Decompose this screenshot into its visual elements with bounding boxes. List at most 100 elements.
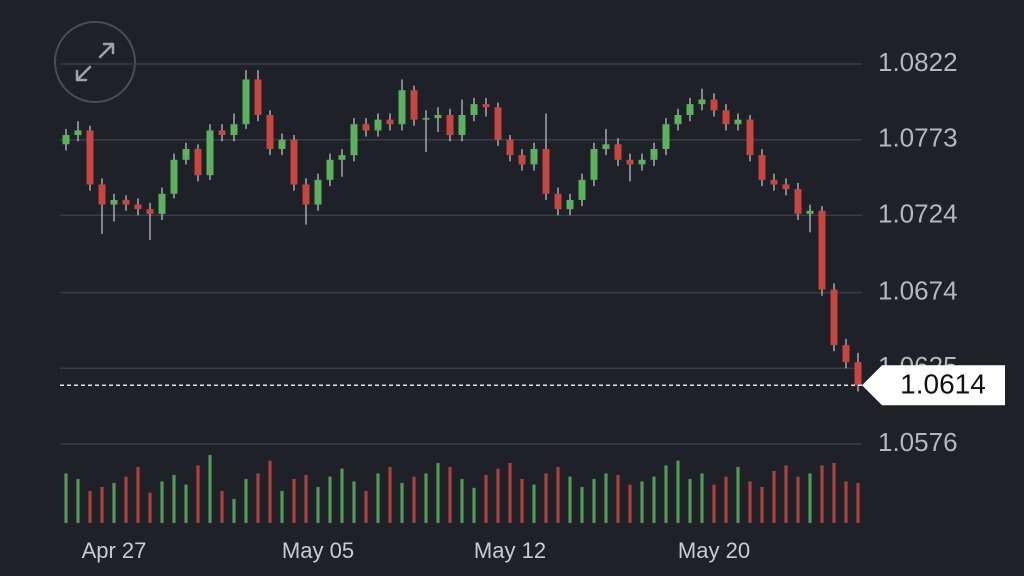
volume-bar [268,460,272,523]
volume-bar [436,463,440,523]
candle-body [830,289,838,346]
volume-bar [508,463,512,523]
candle-body [326,159,334,180]
candle-body [854,362,862,386]
volume-bar [604,473,608,523]
volume-bar [304,475,308,523]
volume-bar [784,465,788,523]
candle-body [74,130,82,136]
volume-bar [820,465,824,523]
volume-bar [196,465,200,523]
candle-body [194,148,202,176]
volume-bar [796,476,800,523]
volume-bar [316,487,320,523]
candle-body [458,114,466,136]
candle-body [254,79,262,115]
volume-bar [184,484,188,523]
y-tick-label: 1.0576 [878,427,958,457]
expand-button[interactable] [54,21,136,103]
candle-body [434,114,442,119]
candle-body [374,119,382,131]
volume-bar [664,465,668,523]
candle-body [494,107,502,140]
volume-bar [652,476,656,523]
volume-bar [484,475,488,523]
volume-bar [712,484,716,523]
volume-bar [568,476,572,523]
volume-bar [496,468,500,523]
volume-bar [520,479,524,523]
volume-bar [328,476,332,523]
candle-body [110,199,118,205]
candle-body [338,155,346,160]
volume-bar [592,479,596,523]
volume-bar [124,476,128,523]
volume-bar [544,473,548,523]
volume-bar [112,483,116,523]
candle-body [398,90,406,125]
volume-bar [580,487,584,523]
volume-bar [460,479,464,523]
x-tick-label: Apr 27 [82,538,147,563]
candle-body [842,345,850,363]
volume-bar [616,475,620,523]
volume-bar [688,479,692,523]
expand-icon [75,42,115,82]
candle-body [734,119,742,125]
candle-body [518,155,526,165]
volume-bar [208,455,212,523]
candle-body [86,130,94,185]
volume-bar [424,473,428,523]
candle-body [746,119,754,156]
candle-body [806,210,814,214]
candle-body [530,148,538,165]
y-tick-label: 1.0822 [878,47,958,77]
candle-body [506,139,514,156]
candle-body [626,159,634,165]
volume-bar [364,491,368,523]
volume-bar [136,467,140,523]
volume-bar [700,473,704,523]
candle-body [782,184,790,190]
candle-body [266,114,274,149]
candle-body [170,159,178,194]
candle-body [794,189,802,214]
volume-bar [172,475,176,523]
candle-body [278,139,286,149]
candle-body [710,99,718,111]
candle-body [386,119,394,125]
volume-bar [100,487,104,523]
y-tick-label: 1.0773 [878,123,958,153]
last-price-box [862,365,1005,406]
candle-body [206,130,214,176]
x-tick-label: May 05 [282,538,354,563]
candle-body [422,118,430,120]
volume-bar [472,487,476,523]
candle-body [578,179,586,200]
volume-bar [340,468,344,523]
volume-bar [148,492,152,523]
volume-bar [64,473,68,523]
candle-body [758,155,766,180]
volume-bar [376,473,380,523]
volume-bar [448,467,452,523]
candle-body [482,104,490,108]
candle-body [650,148,658,160]
volume-bar [256,473,260,523]
candle-body [602,144,610,149]
candle-body [230,124,238,136]
candle-body [218,130,226,136]
candle-body [722,110,730,125]
candle-body [542,148,550,194]
volume-bar [748,481,752,523]
candle-body [662,124,670,149]
candle-body [98,184,106,205]
last-price-label: 1.0614 [900,369,986,400]
candle-body [182,148,190,160]
volume-bar [724,476,728,523]
volume-bar [400,483,404,523]
candle-body [290,139,298,185]
volume-bar [628,484,632,523]
volume-bar [760,487,764,523]
